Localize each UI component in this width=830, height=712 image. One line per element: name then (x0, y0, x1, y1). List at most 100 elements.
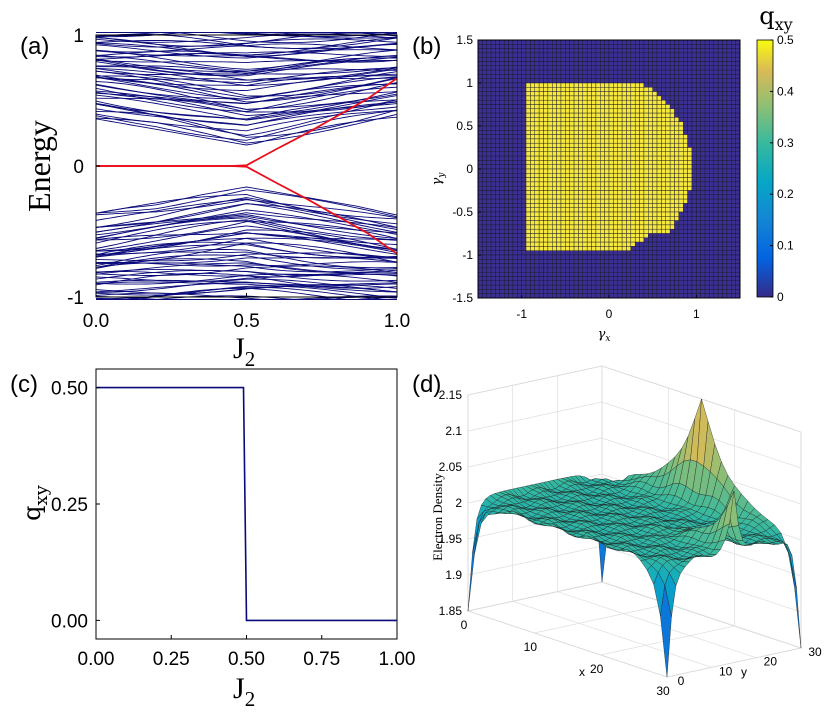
heatmap-cell (499, 117, 505, 122)
heatmap-cell (538, 233, 544, 239)
heatmap-cell (621, 280, 627, 286)
heatmap-cell (604, 104, 610, 110)
heatmap-cell (525, 125, 531, 131)
heatmap-cell (521, 254, 527, 260)
heatmap-cell (556, 91, 562, 97)
heatmap-cell (578, 48, 584, 54)
heatmap-cell (477, 125, 483, 131)
heatmap-cell (621, 284, 627, 290)
heatmap-cell (726, 198, 732, 204)
heatmap-cell (591, 224, 597, 230)
heatmap-cell (512, 211, 518, 217)
heatmap-cell (565, 108, 570, 114)
heatmap-cell (674, 280, 680, 286)
heatmap-cell (530, 241, 535, 247)
heatmap-cell (696, 177, 701, 183)
heatmap-cell (735, 241, 741, 247)
heatmap-cell (613, 134, 618, 140)
heatmap-cell (630, 44, 636, 49)
heatmap-cell (482, 237, 487, 243)
heatmap-cell (477, 78, 483, 84)
heatmap-cell (643, 121, 649, 127)
heatmap-cell (530, 61, 535, 67)
heatmap-cell (534, 237, 540, 243)
heatmap-cell (560, 216, 566, 221)
heatmap-cell (560, 65, 566, 71)
heatmap-cell (600, 293, 605, 299)
heatmap-cell (591, 198, 597, 204)
heatmap-cell (573, 56, 579, 62)
heatmap-cell (726, 177, 732, 183)
heatmap-cell (534, 216, 540, 221)
heatmap-cell (482, 56, 487, 62)
heatmap-cell (700, 276, 706, 282)
heatmap-cell (704, 134, 710, 140)
heatmap-cell (665, 211, 671, 217)
heatmap-cell (552, 61, 557, 67)
heatmap-cell (595, 48, 601, 54)
heatmap-cell (683, 155, 688, 161)
heatmap-cell (621, 207, 627, 213)
heatmap-cell (735, 117, 741, 122)
heatmap-cell (595, 125, 601, 131)
heatmap-cell (717, 87, 723, 92)
heatmap-cell (717, 293, 723, 299)
heatmap-cell (560, 181, 566, 187)
heatmap-cell (630, 164, 636, 170)
heatmap-cell (521, 173, 527, 178)
heatmap-cell (604, 99, 610, 105)
heatmap-cell (621, 78, 627, 84)
heatmap-cell (735, 198, 741, 204)
heatmap-cell (696, 190, 701, 196)
heatmap-cell (543, 207, 549, 213)
heatmap-cell (704, 69, 710, 75)
heatmap-cell (722, 82, 728, 88)
heatmap-cell (661, 224, 666, 230)
heatmap-cell (586, 168, 592, 174)
heatmap-cell (508, 151, 514, 157)
heatmap-cell (722, 164, 728, 170)
heatmap-cell (683, 228, 688, 234)
heatmap-cell (521, 241, 527, 247)
heatmap-cell (503, 181, 509, 187)
heatmap-cell (517, 259, 522, 264)
heatmap-cell (630, 39, 636, 45)
heatmap-cell (573, 185, 579, 191)
heatmap-cell (530, 69, 535, 75)
heatmap-cell (525, 228, 531, 234)
xlabel-d: x (579, 665, 585, 679)
heatmap-cell (534, 130, 540, 135)
heatmap-cell (517, 220, 522, 226)
heatmap-cell (591, 216, 597, 221)
heatmap-cell (731, 160, 736, 165)
heatmap-cell (530, 48, 535, 54)
heatmap-cell (634, 151, 640, 157)
heatmap-cell (709, 173, 715, 178)
heatmap-cell (608, 254, 614, 260)
heatmap-cell (538, 56, 544, 62)
heatmap-cell (639, 173, 645, 178)
heatmap-cell (490, 185, 496, 191)
heatmap-cell (573, 87, 579, 92)
heatmap-cell (661, 246, 666, 251)
heatmap-cell (717, 284, 723, 290)
heatmap-cell (669, 194, 675, 200)
heatmap-cell (665, 168, 671, 174)
heatmap-cell (621, 44, 627, 49)
heatmap-cell (530, 112, 535, 118)
heatmap-cell (538, 134, 544, 140)
heatmap-cell (586, 69, 592, 75)
heatmap-cell (512, 190, 518, 196)
heatmap-cell (608, 99, 614, 105)
heatmap-cell (608, 263, 614, 269)
heatmap-cell (674, 173, 680, 178)
heatmap-cell (569, 220, 575, 226)
heatmap-cell (630, 78, 636, 84)
heatmap-cell (578, 203, 584, 208)
heatmap-cell (534, 61, 540, 67)
heatmap-cell (525, 224, 531, 230)
heatmap-cell (578, 74, 584, 79)
heatmap-cell (582, 44, 588, 49)
heatmap-cell (586, 280, 592, 286)
heatmap-cell (490, 151, 496, 157)
